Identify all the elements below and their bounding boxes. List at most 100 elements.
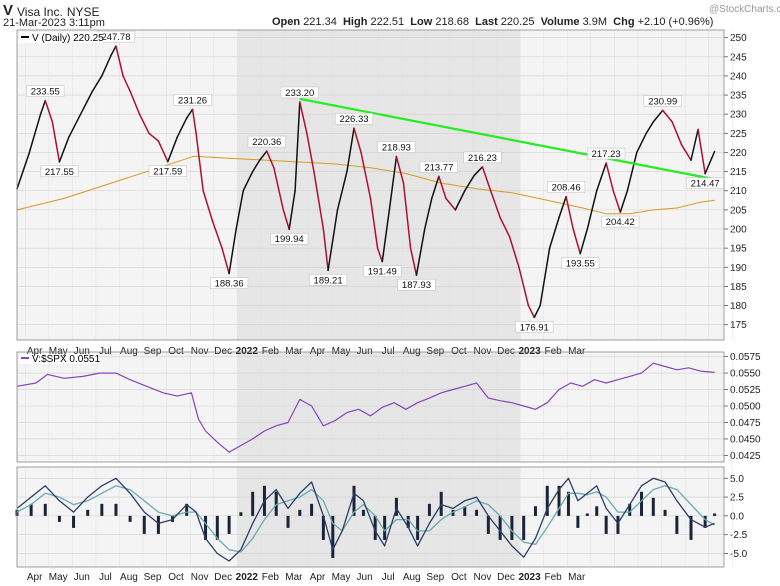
month-label: Jul — [99, 346, 112, 357]
y-tick-label: 200 — [730, 225, 747, 236]
y-tick-label: 215 — [730, 167, 747, 178]
year-label: 2023 — [518, 346, 541, 357]
month-label: Jul — [382, 346, 395, 357]
price-segment — [79, 90, 94, 115]
price-label-box — [377, 141, 416, 153]
month-label: Apr — [310, 572, 326, 583]
price-label-box — [26, 85, 65, 97]
price-label: 191.49 — [368, 267, 397, 278]
moving-average-line — [16, 155, 715, 215]
y-tick-label: 245 — [730, 52, 747, 63]
month-label: Sep — [144, 572, 162, 583]
price-segment — [327, 209, 339, 272]
price-segment — [258, 150, 268, 161]
price-label-box — [270, 232, 309, 245]
price-segment — [282, 209, 290, 230]
price-segment — [228, 228, 237, 275]
price-segment — [101, 54, 113, 77]
price-segment — [579, 228, 589, 255]
price-segment — [595, 162, 607, 192]
y-tick-label: 0.0550 — [730, 369, 761, 380]
month-label: Sep — [426, 346, 444, 357]
price-label: 187.93 — [402, 280, 431, 291]
price-label: 231.26 — [178, 95, 207, 106]
quote-date: 21-Mar-2023 3:11pm — [3, 17, 105, 29]
month-label: Feb — [545, 346, 563, 357]
price-label: 217.55 — [45, 167, 74, 178]
ratio-legend: V:$SPX 0.0551 — [32, 354, 100, 365]
y-tick-label: 0.0450 — [730, 434, 761, 445]
y-tick-label: 0.0525 — [730, 385, 761, 396]
price-segment — [68, 113, 82, 138]
price-segment — [565, 195, 574, 230]
month-label: May — [332, 572, 351, 583]
price-segment — [353, 127, 362, 154]
month-label: Nov — [474, 572, 492, 583]
y-tick-label: 235 — [730, 91, 747, 102]
price-segment — [369, 197, 379, 249]
y-tick-label: 0.0575 — [730, 352, 761, 363]
month-label: Dec — [497, 572, 515, 583]
price-legend: V (Daily) 220.25 — [32, 33, 104, 44]
exchange: NYSE — [66, 5, 100, 19]
price-segment — [539, 247, 551, 307]
price-segment — [322, 228, 329, 272]
price-segment — [518, 266, 530, 307]
price-segment — [533, 304, 541, 319]
price-label: 217.59 — [153, 167, 182, 178]
price-segment — [51, 121, 61, 163]
panel-frame — [16, 466, 725, 568]
chg-label: Chg — [613, 16, 635, 28]
price-segment — [704, 150, 716, 175]
y-tick-label: 0.0 — [730, 511, 744, 522]
month-label: Jun — [74, 346, 90, 357]
price-segment — [572, 228, 581, 255]
month-label: Mar — [568, 346, 586, 357]
price-segment — [266, 150, 275, 169]
low-value: 218.68 — [435, 16, 469, 28]
price-segment — [28, 113, 42, 156]
month-label: Oct — [451, 346, 467, 357]
price-label-box — [561, 257, 600, 269]
price-segment — [202, 189, 214, 223]
price-segment — [58, 136, 70, 163]
price-label-box — [397, 278, 436, 291]
month-label: Oct — [168, 346, 184, 357]
price-label: 189.21 — [314, 275, 343, 286]
month-label: Aug — [403, 346, 421, 357]
price-segment — [671, 121, 683, 146]
price-segment — [16, 153, 30, 190]
price-label: 188.36 — [215, 279, 244, 290]
high-label: High — [342, 16, 368, 28]
price-label-box — [419, 161, 458, 173]
y-tick-label: 0.0500 — [730, 402, 761, 413]
y-tick-label: 210 — [730, 186, 747, 197]
price-segment — [251, 159, 261, 173]
signal-line — [16, 485, 715, 553]
month-label: Jul — [99, 572, 112, 583]
price-label-box — [309, 274, 348, 286]
price-label-box — [173, 94, 212, 106]
price-segment — [415, 228, 426, 276]
month-label: Apr — [310, 346, 326, 357]
price-label: 214.47 — [691, 179, 720, 190]
price-segment — [191, 108, 197, 135]
price-segment — [697, 128, 706, 175]
price-label-box — [547, 181, 586, 193]
price-segment — [129, 90, 141, 115]
price-segment — [157, 140, 169, 163]
y-tick-label: -5.0 — [730, 549, 748, 560]
month-label: Jun — [74, 572, 90, 583]
month-label: Sep — [426, 572, 444, 583]
price-segment — [176, 117, 188, 138]
price-segment — [652, 109, 664, 123]
price-segment — [388, 155, 398, 211]
price-segment — [306, 132, 315, 173]
price-segment — [499, 216, 511, 238]
price-label: 233.20 — [285, 88, 314, 99]
month-label: Feb — [262, 346, 280, 357]
price-segment — [381, 209, 391, 263]
month-label: Feb — [545, 572, 563, 583]
price-label-box — [587, 147, 626, 160]
price-segment — [489, 189, 501, 219]
